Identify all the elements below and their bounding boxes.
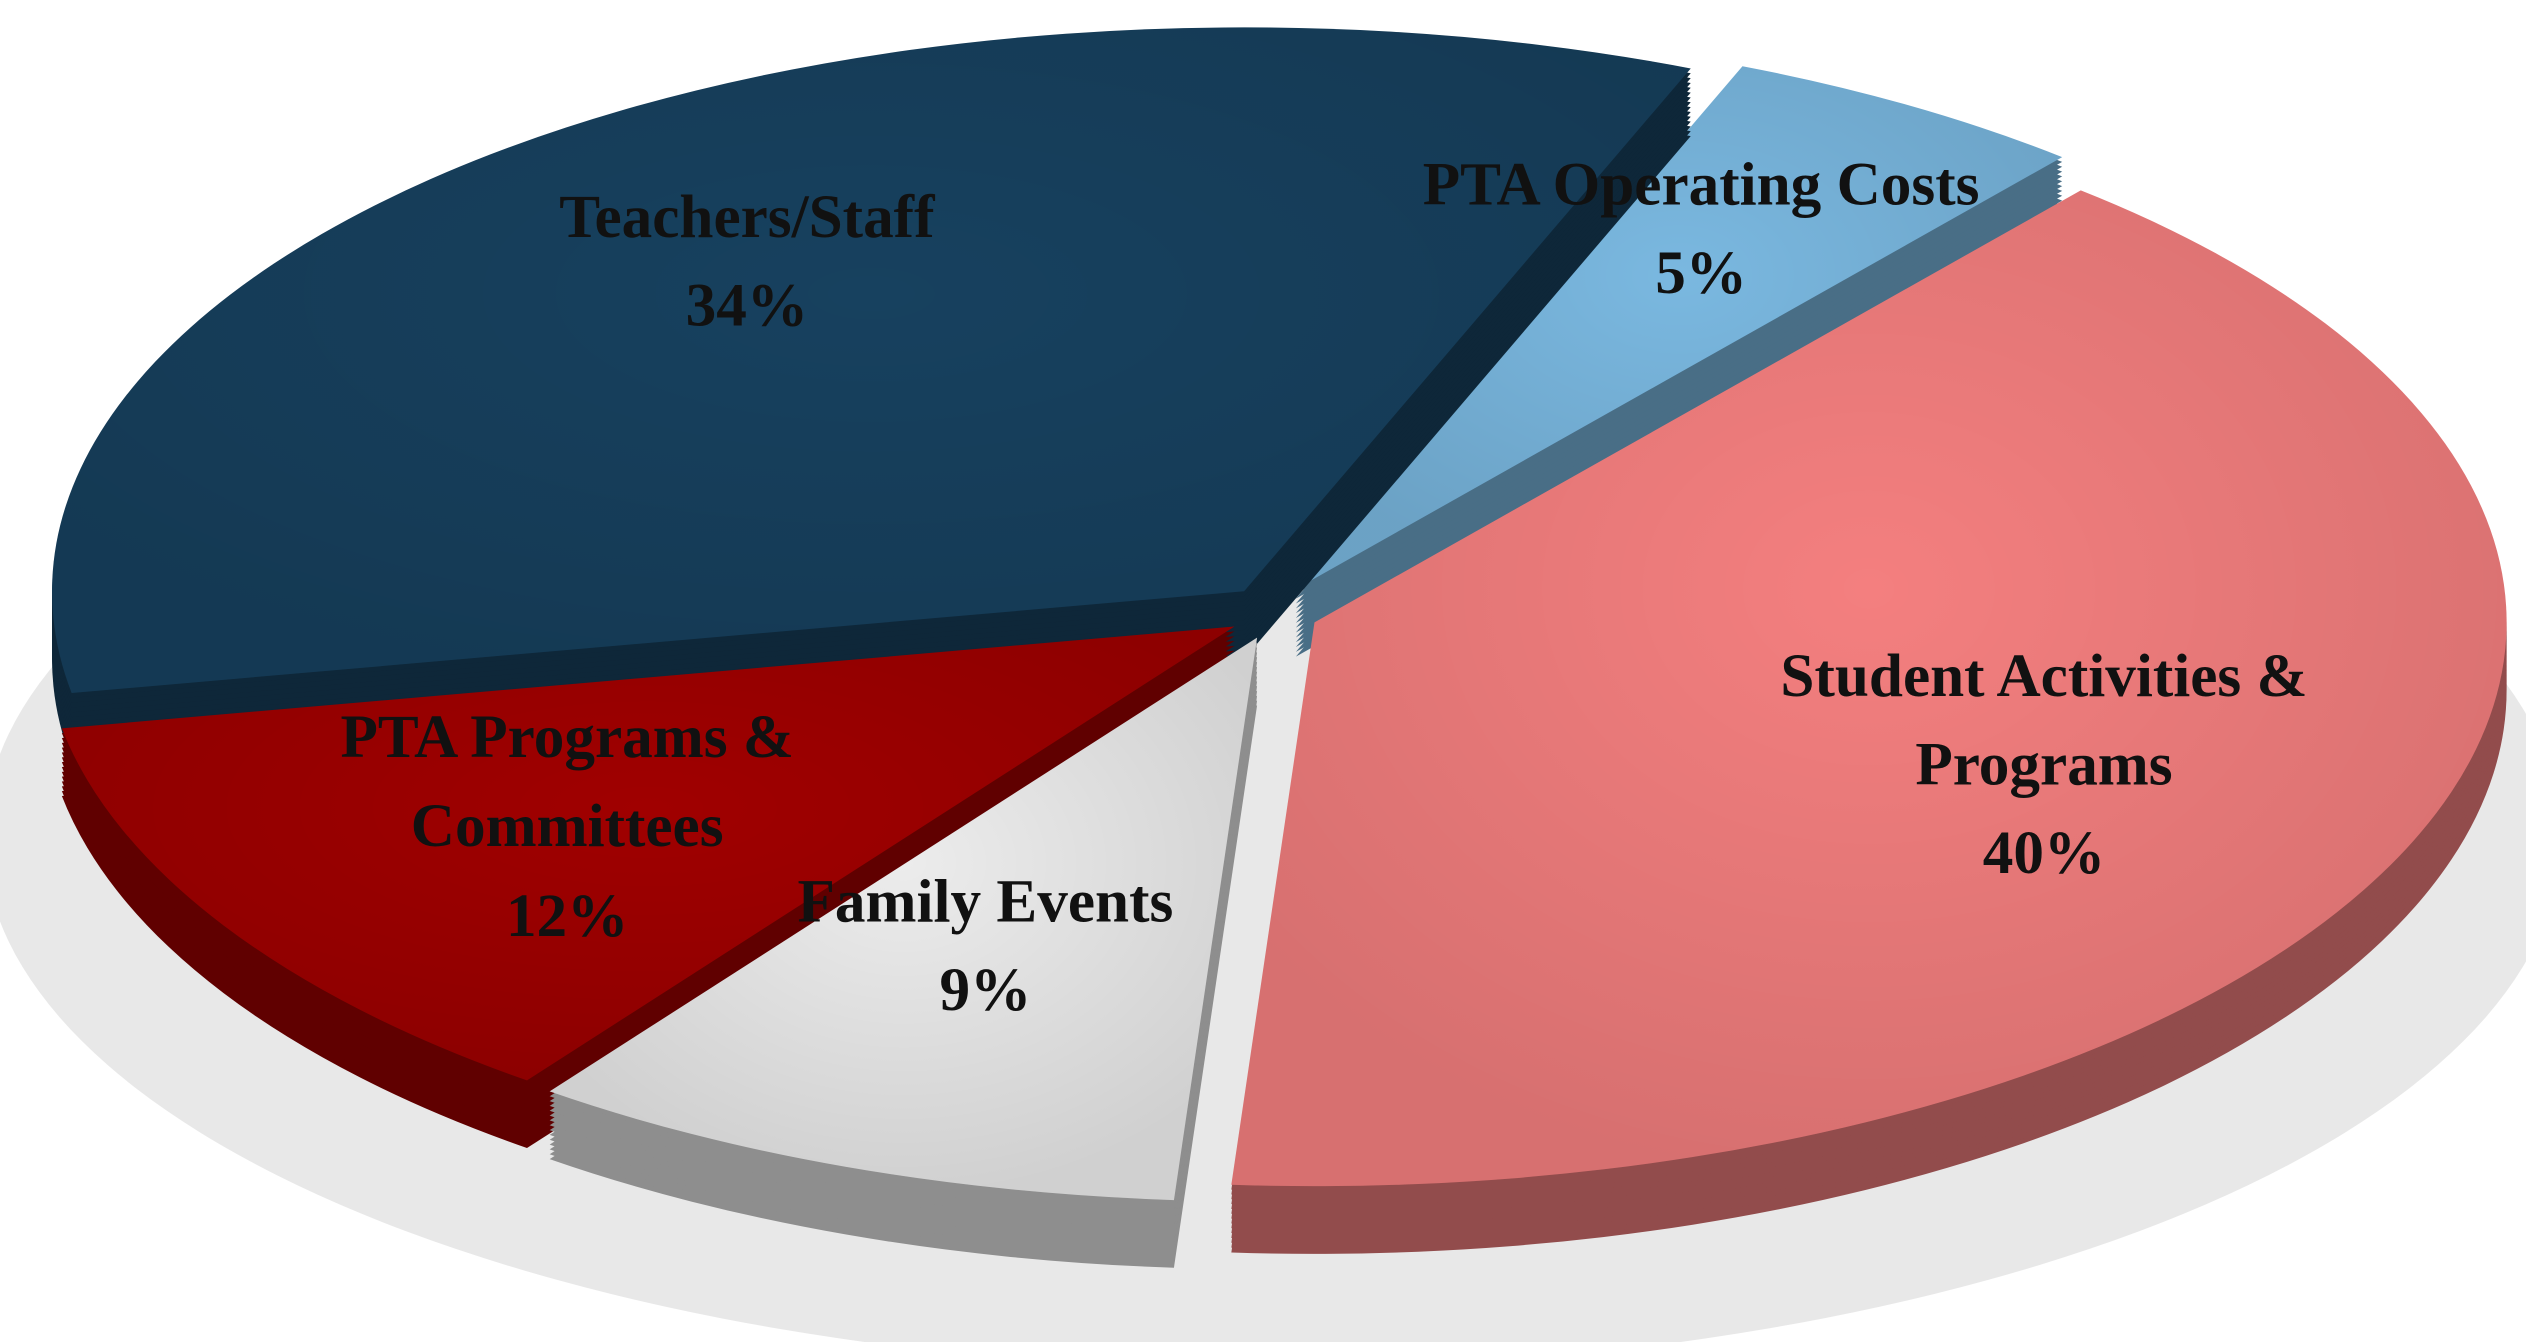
label-box: Teachers/Staff 34%	[425, 174, 1069, 352]
labels: PTA Operating Costs 5% Teachers/Staff 34% St…	[245, 141, 2366, 1036]
slice-label: PTA Programs & Committees 12%	[245, 695, 889, 961]
slice-shade	[549, 637, 1258, 1201]
value-label: 5%	[1655, 239, 1748, 308]
slice-shade	[61, 626, 1235, 1081]
label-box: Family Events 9%	[663, 858, 1307, 1036]
category-label: Teachers/Staff	[559, 183, 935, 252]
slice-label: Teachers/Staff 34%	[425, 174, 1069, 352]
value-label: 40%	[1982, 820, 2106, 888]
value-label: 12%	[505, 882, 629, 950]
slice-shade	[52, 27, 1691, 694]
slices	[52, 27, 2507, 1268]
label-box: PTA Programs & Committees 12%	[245, 695, 889, 961]
slice-label: Student Activities & Programs 40%	[1722, 633, 2366, 899]
slice-label: PTA Operating Costs 5%	[1379, 141, 2023, 319]
slice-label: Family Events 9%	[663, 858, 1307, 1036]
value-label: 34%	[685, 272, 809, 341]
category-label: PTA Operating Costs	[1422, 150, 1980, 219]
value-label: 9%	[939, 956, 1032, 1025]
label-box: Student Activities & Programs 40%	[1722, 633, 2366, 899]
category-label: Family Events	[797, 867, 1174, 936]
category-label: Student Activities & Programs	[1780, 642, 2308, 799]
category-label: PTA Programs & Committees	[340, 704, 794, 861]
slice-shade	[1231, 190, 2507, 1187]
slice-shade	[1295, 66, 2063, 590]
label-box: PTA Operating Costs 5%	[1379, 141, 2023, 319]
